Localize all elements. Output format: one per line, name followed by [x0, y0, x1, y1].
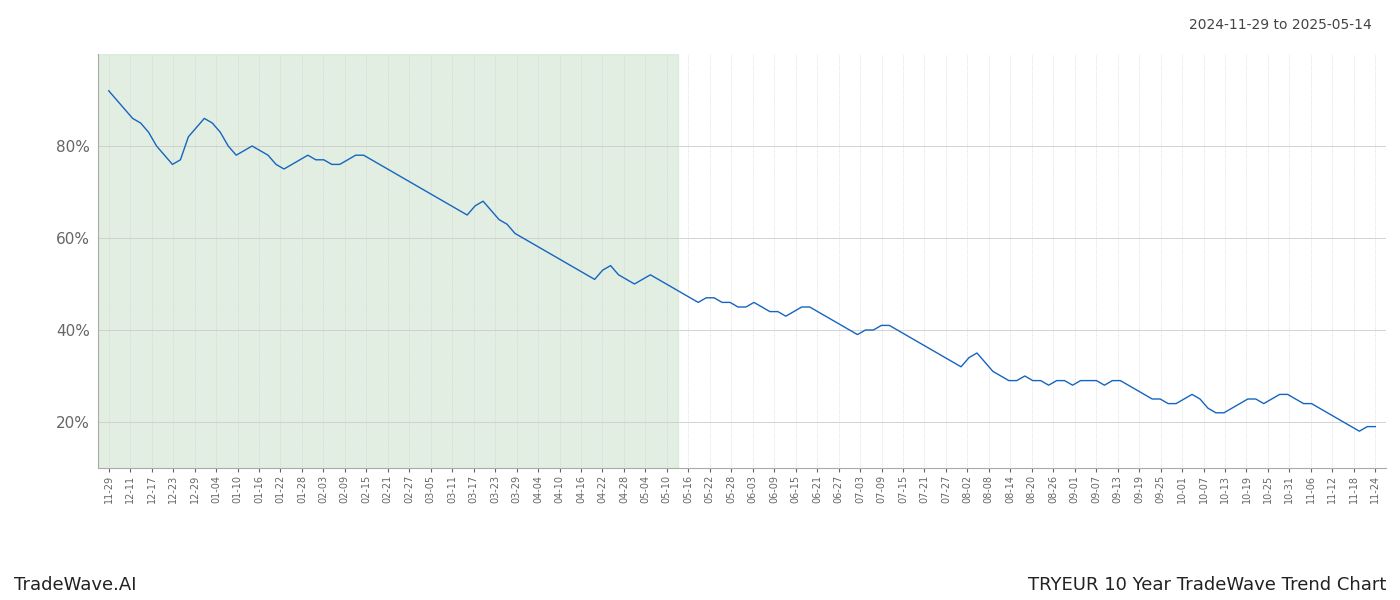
Text: TradeWave.AI: TradeWave.AI [14, 576, 137, 594]
Bar [98, 54, 678, 468]
Text: 2024-11-29 to 2025-05-14: 2024-11-29 to 2025-05-14 [1189, 18, 1372, 32]
Text: TRYEUR 10 Year TradeWave Trend Chart: TRYEUR 10 Year TradeWave Trend Chart [1028, 576, 1386, 594]
